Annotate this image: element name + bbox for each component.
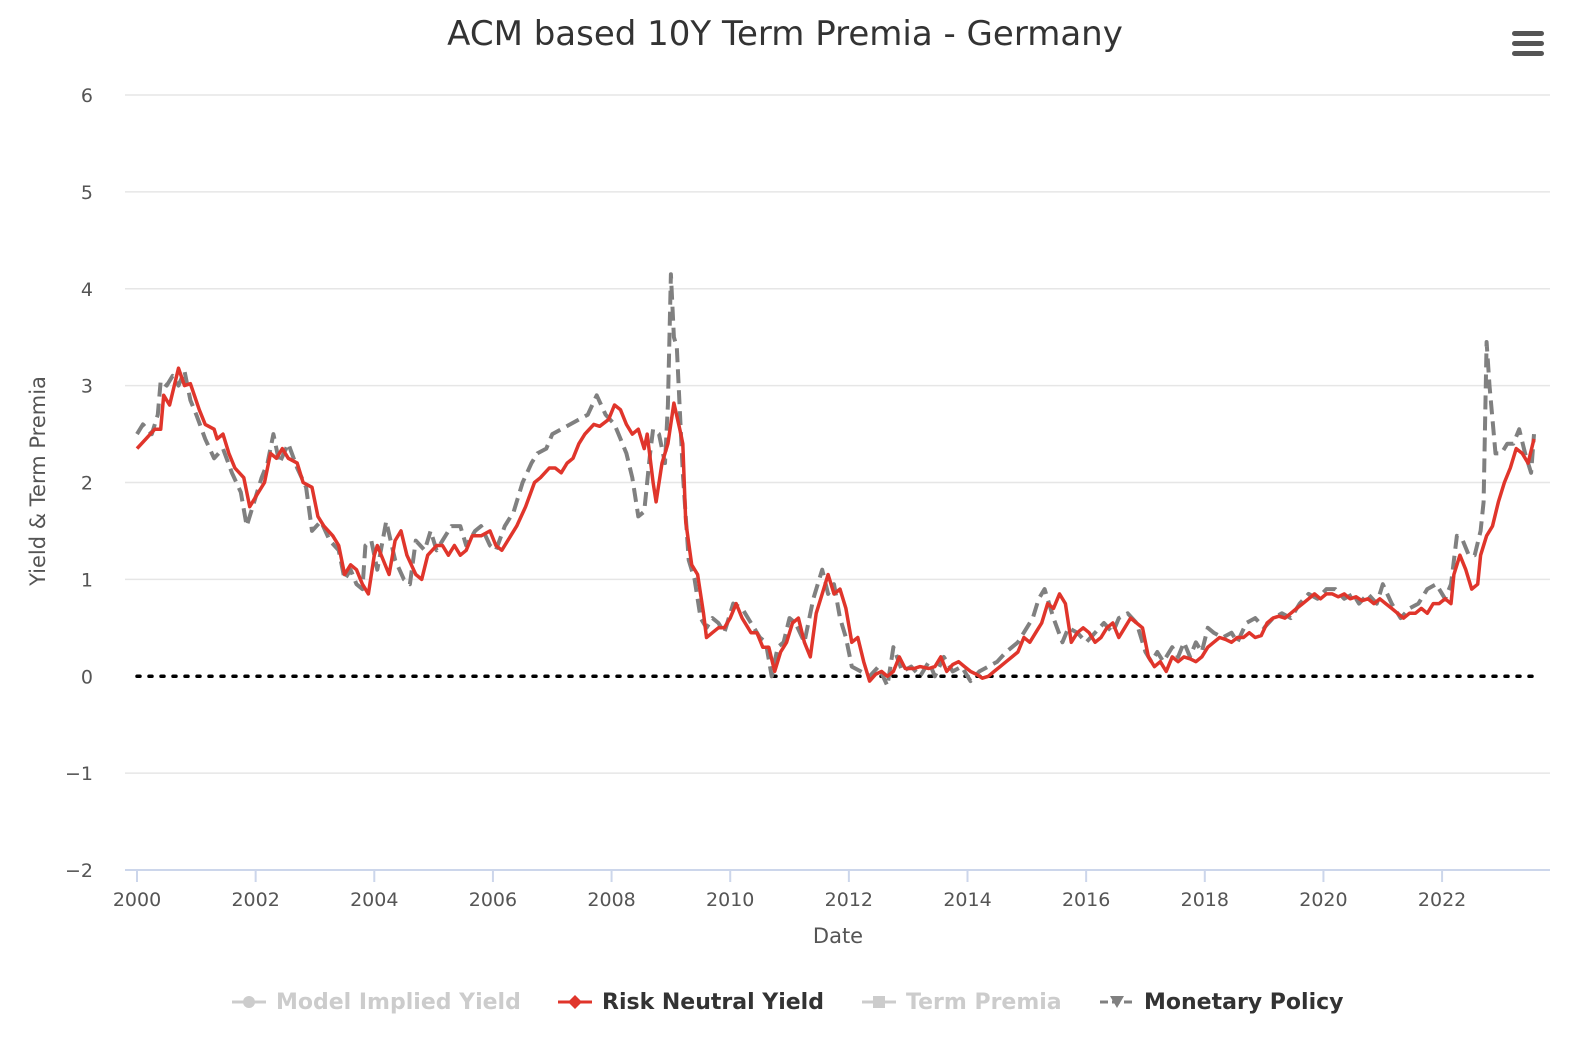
y-tick-label: 4 [81, 279, 93, 301]
x-axis-tick-labels: 2000 2002 2004 2006 2008 2010 2012 2014 2016 2018… [113, 889, 1466, 911]
legend-label-term-premia: Term Premia [906, 989, 1062, 1015]
legend-label-monetary-policy: Monetary Policy [1144, 989, 1344, 1015]
x-tick-label: 2020 [1299, 889, 1347, 911]
x-axis [125, 869, 1550, 882]
menu-bar-middle [1512, 41, 1544, 46]
triangle-down-marker-icon [1100, 996, 1134, 1008]
legend-item-model-implied-yield[interactable]: Model Implied Yield [232, 984, 521, 1020]
legend-item-monetary-policy[interactable]: Monetary Policy [1100, 984, 1344, 1020]
x-tick-label: 2004 [350, 889, 398, 911]
series-line-risk-neutral-yield [135, 366, 1536, 683]
legend-label-risk-neutral-yield: Risk Neutral Yield [602, 989, 824, 1015]
y-axis-tick-labels: 6 5 4 3 2 1 0 −1 −2 [65, 85, 93, 882]
gridlines [125, 94, 1550, 774]
x-tick-label: 2014 [943, 889, 991, 911]
series-line-monetary-policy [135, 272, 1536, 688]
x-tick-label: 2016 [1062, 889, 1110, 911]
square-marker-icon [862, 996, 896, 1008]
menu-bar-bottom [1512, 51, 1544, 56]
legend-item-risk-neutral-yield[interactable]: Risk Neutral Yield [558, 984, 824, 1020]
diamond-marker-icon [558, 995, 592, 1009]
plot-area: 6 5 4 3 2 1 0 −1 −2 2000 2002 2004 2006 2008 2010 2012… [65, 85, 1550, 911]
x-tick-label: 2008 [587, 889, 635, 911]
x-tick-label: 2006 [469, 889, 517, 911]
x-tick-label: 2018 [1181, 889, 1229, 911]
y-axis-label: Yield & Term Premia [26, 376, 50, 586]
y-tick-label: 2 [81, 473, 93, 495]
y-tick-label: 3 [81, 376, 93, 398]
y-tick-label: 0 [81, 666, 93, 688]
chart-title: ACM based 10Y Term Premia - Germany [447, 14, 1123, 54]
hamburger-menu-icon[interactable] [1510, 28, 1546, 58]
menu-bar-top [1512, 31, 1544, 36]
y-tick-label: 6 [81, 85, 93, 107]
y-tick-label: −1 [65, 763, 93, 785]
x-tick-label: 2022 [1418, 889, 1466, 911]
y-tick-label: −2 [65, 860, 93, 882]
y-tick-label: 1 [81, 569, 93, 591]
x-tick-label: 2002 [231, 889, 279, 911]
x-tick-label: 2010 [706, 889, 754, 911]
x-axis-label: Date [812, 924, 864, 948]
circle-marker-icon [232, 996, 266, 1008]
legend: Model Implied Yield Risk Neutral Yield T… [0, 984, 1570, 1020]
legend-item-term-premia[interactable]: Term Premia [862, 984, 1062, 1020]
x-tick-label: 2012 [825, 889, 873, 911]
x-tick-label: 2000 [113, 889, 161, 911]
y-tick-label: 5 [81, 182, 93, 204]
series-lines [135, 272, 1536, 688]
legend-label-model-implied-yield: Model Implied Yield [276, 989, 521, 1015]
